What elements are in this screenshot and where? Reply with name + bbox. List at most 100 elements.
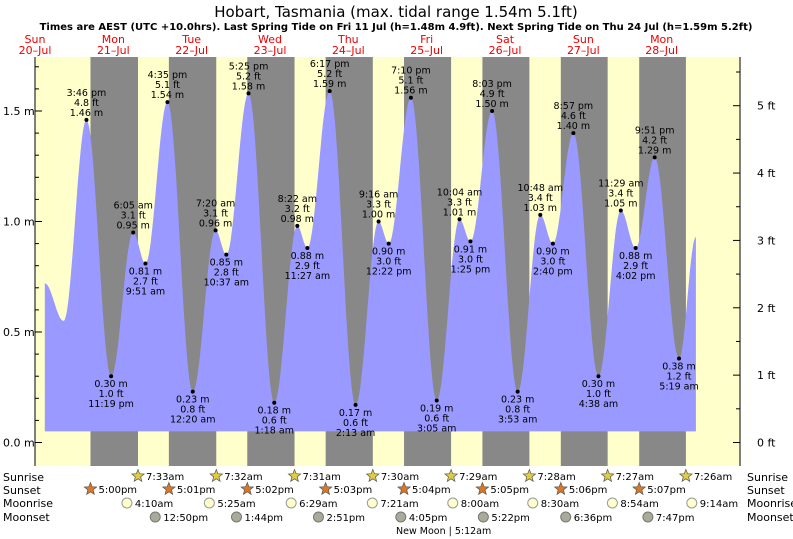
day-date-label: 27–Jul: [567, 44, 600, 57]
day-date-label: 28–Jul: [645, 44, 678, 57]
tide-point: [246, 91, 251, 96]
tide-label: 2.8 ft: [214, 268, 239, 279]
moonrise-time: 4:10am: [135, 499, 173, 510]
tide-label: 0.96 m: [199, 218, 232, 229]
tide-label: 0.95 m: [116, 221, 149, 232]
moonrise-moon-icon: [606, 497, 618, 509]
day-name-label: Tue: [181, 33, 201, 46]
day-date-label: 26–Jul: [489, 44, 522, 57]
tide-label: 0.18 m: [258, 406, 291, 417]
moonrise-time: 8:54am: [620, 499, 658, 510]
tide-label: 5:19 am: [659, 382, 698, 393]
tide-label: 1:25 pm: [451, 264, 491, 275]
tide-point: [272, 400, 277, 405]
moonset-time: 4:05pm: [409, 513, 448, 524]
tide-label: 1.01 m: [443, 207, 476, 218]
tide-label: 2.9 ft: [623, 261, 648, 272]
moonrise-moon-icon: [366, 497, 378, 509]
tide-label: 5.2 ft: [317, 69, 342, 80]
tide-label: 1.05 m: [604, 198, 637, 209]
tide-point: [457, 217, 462, 222]
sunset-star-icon: [161, 481, 177, 496]
tide-point: [434, 398, 439, 403]
moonrise-moon-icon: [203, 497, 215, 509]
tide-label: 3:46 pm: [67, 88, 107, 99]
y-tick-label-m: 1.0 m: [3, 216, 35, 229]
moonrise-moon-icon: [686, 497, 698, 509]
tide-point: [677, 356, 682, 361]
tide-point: [143, 261, 148, 266]
tide-label: 0.19 m: [420, 404, 453, 415]
sunset-time: 5:01pm: [177, 485, 216, 496]
moonset-time: 1:44pm: [244, 513, 283, 524]
y-tick-label-ft: 4 ft: [757, 167, 776, 180]
tide-point: [190, 389, 195, 394]
tide-label: 1.0 ft: [586, 389, 611, 400]
tide-water-area: [44, 91, 696, 432]
tide-label: 7:20 am: [196, 198, 235, 209]
day-name-label: Mon: [102, 33, 125, 46]
tide-label: 0.8 ft: [505, 405, 530, 416]
tide-point: [109, 374, 114, 379]
sunrise-time: 7:30am: [381, 472, 419, 483]
tide-label: 4.2 ft: [642, 135, 667, 146]
tide-label: 1:18 am: [255, 426, 294, 437]
moonrise-time: 9:14am: [700, 499, 738, 510]
y-tick-label-ft: 5 ft: [757, 100, 776, 113]
tide-label: 1.40 m: [557, 121, 590, 132]
tide-point: [652, 155, 657, 160]
tide-label: 9:51 am: [126, 286, 165, 297]
tide-label: 11:29 am: [598, 178, 643, 189]
tide-point: [305, 246, 310, 251]
tide-point: [224, 252, 229, 257]
tide-point: [84, 117, 89, 122]
moonset-moon-icon: [395, 511, 407, 523]
sunrise-time: 7:26am: [694, 472, 732, 483]
sunrise-star-icon: [522, 468, 537, 483]
tide-label: 2.9 ft: [295, 261, 320, 272]
moonset-row-label-right: Moonset: [747, 511, 793, 524]
moonset-row-label: Moonset: [3, 511, 50, 524]
tide-label: 1.00 m: [362, 210, 395, 221]
y-tick-label-m: 0.0 m: [3, 437, 35, 450]
sunset-time: 5:06pm: [569, 485, 608, 496]
y-tick-label-ft: 0 ft: [757, 437, 776, 450]
tide-point: [165, 100, 170, 105]
day-labels: Sun20–JulMon21–JulTue22–JulWed23–JulThu2…: [19, 33, 678, 57]
tide-label: 0.88 m: [291, 251, 324, 262]
tide-label: 3.2 ft: [285, 204, 310, 215]
tide-point: [596, 374, 601, 379]
tide-label: 2:40 pm: [533, 267, 573, 278]
tide-area: [44, 91, 696, 432]
tide-label: 3.3 ft: [447, 197, 472, 208]
tide-label: 0.23 m: [501, 395, 534, 406]
tide-label: 1.46 m: [70, 108, 103, 119]
moonset-moon-icon: [312, 511, 324, 523]
tide-label: 1.54 m: [151, 90, 184, 101]
day-name-label: Sun: [573, 33, 594, 46]
tide-label: 0.17 m: [339, 408, 372, 419]
tide-label: 2.7 ft: [133, 276, 158, 287]
sunrise-star-icon: [287, 468, 302, 483]
tide-label: 3.0 ft: [458, 254, 483, 265]
tide-label: 3.4 ft: [528, 193, 553, 204]
tide-label: 0.6 ft: [424, 414, 449, 425]
tide-point: [571, 131, 576, 136]
moonset-time: 12:50pm: [163, 513, 208, 524]
tide-label: 1.03 m: [524, 203, 557, 214]
tide-label: 3.0 ft: [540, 257, 565, 268]
sunrise-star-icon: [130, 468, 146, 483]
tide-label: 0.90 m: [372, 247, 405, 258]
moonset-time: 5:22pm: [491, 513, 530, 524]
y-tick-label-m: 0.5 m: [3, 326, 35, 339]
moonrise-time: 8:00am: [461, 499, 499, 510]
tide-label: 4:02 pm: [616, 271, 656, 282]
tide-label: 6:17 pm: [310, 59, 350, 70]
moonset-moon-icon: [477, 511, 489, 523]
tide-point: [295, 223, 300, 228]
moonrise-time: 8:30am: [541, 499, 579, 510]
tide-label: 4.8 ft: [74, 98, 99, 109]
tide-label: 0.91 m: [454, 244, 487, 255]
